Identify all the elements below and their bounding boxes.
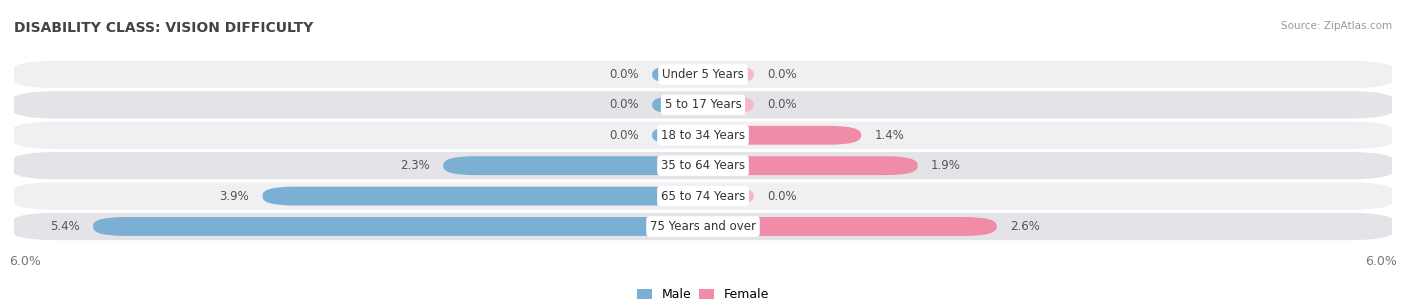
FancyBboxPatch shape (652, 65, 703, 84)
Text: 0.0%: 0.0% (768, 68, 797, 81)
Text: 0.0%: 0.0% (609, 129, 638, 142)
FancyBboxPatch shape (8, 213, 1398, 240)
Text: 5.4%: 5.4% (49, 220, 80, 233)
FancyBboxPatch shape (703, 65, 754, 84)
Text: 0.0%: 0.0% (609, 98, 638, 111)
FancyBboxPatch shape (652, 95, 703, 114)
Text: DISABILITY CLASS: VISION DIFFICULTY: DISABILITY CLASS: VISION DIFFICULTY (14, 21, 314, 35)
FancyBboxPatch shape (93, 217, 703, 236)
Text: 3.9%: 3.9% (219, 190, 249, 202)
Text: 2.6%: 2.6% (1010, 220, 1040, 233)
Text: 75 Years and over: 75 Years and over (650, 220, 756, 233)
FancyBboxPatch shape (703, 95, 754, 114)
FancyBboxPatch shape (8, 182, 1398, 210)
Text: 1.9%: 1.9% (931, 159, 962, 172)
Text: 18 to 34 Years: 18 to 34 Years (661, 129, 745, 142)
Text: 1.4%: 1.4% (875, 129, 904, 142)
FancyBboxPatch shape (703, 156, 918, 175)
FancyBboxPatch shape (8, 61, 1398, 88)
Text: Under 5 Years: Under 5 Years (662, 68, 744, 81)
Text: 35 to 64 Years: 35 to 64 Years (661, 159, 745, 172)
Text: 0.0%: 0.0% (609, 68, 638, 81)
FancyBboxPatch shape (703, 126, 860, 145)
FancyBboxPatch shape (652, 126, 703, 145)
Text: 0.0%: 0.0% (768, 98, 797, 111)
Text: 2.3%: 2.3% (399, 159, 430, 172)
FancyBboxPatch shape (8, 122, 1398, 149)
FancyBboxPatch shape (703, 187, 754, 206)
FancyBboxPatch shape (8, 91, 1398, 119)
Text: 5 to 17 Years: 5 to 17 Years (665, 98, 741, 111)
FancyBboxPatch shape (703, 217, 997, 236)
Legend: Male, Female: Male, Female (637, 288, 769, 301)
FancyBboxPatch shape (8, 152, 1398, 179)
Text: 0.0%: 0.0% (768, 190, 797, 202)
Text: 65 to 74 Years: 65 to 74 Years (661, 190, 745, 202)
FancyBboxPatch shape (263, 187, 703, 206)
Text: Source: ZipAtlas.com: Source: ZipAtlas.com (1281, 21, 1392, 31)
FancyBboxPatch shape (443, 156, 703, 175)
